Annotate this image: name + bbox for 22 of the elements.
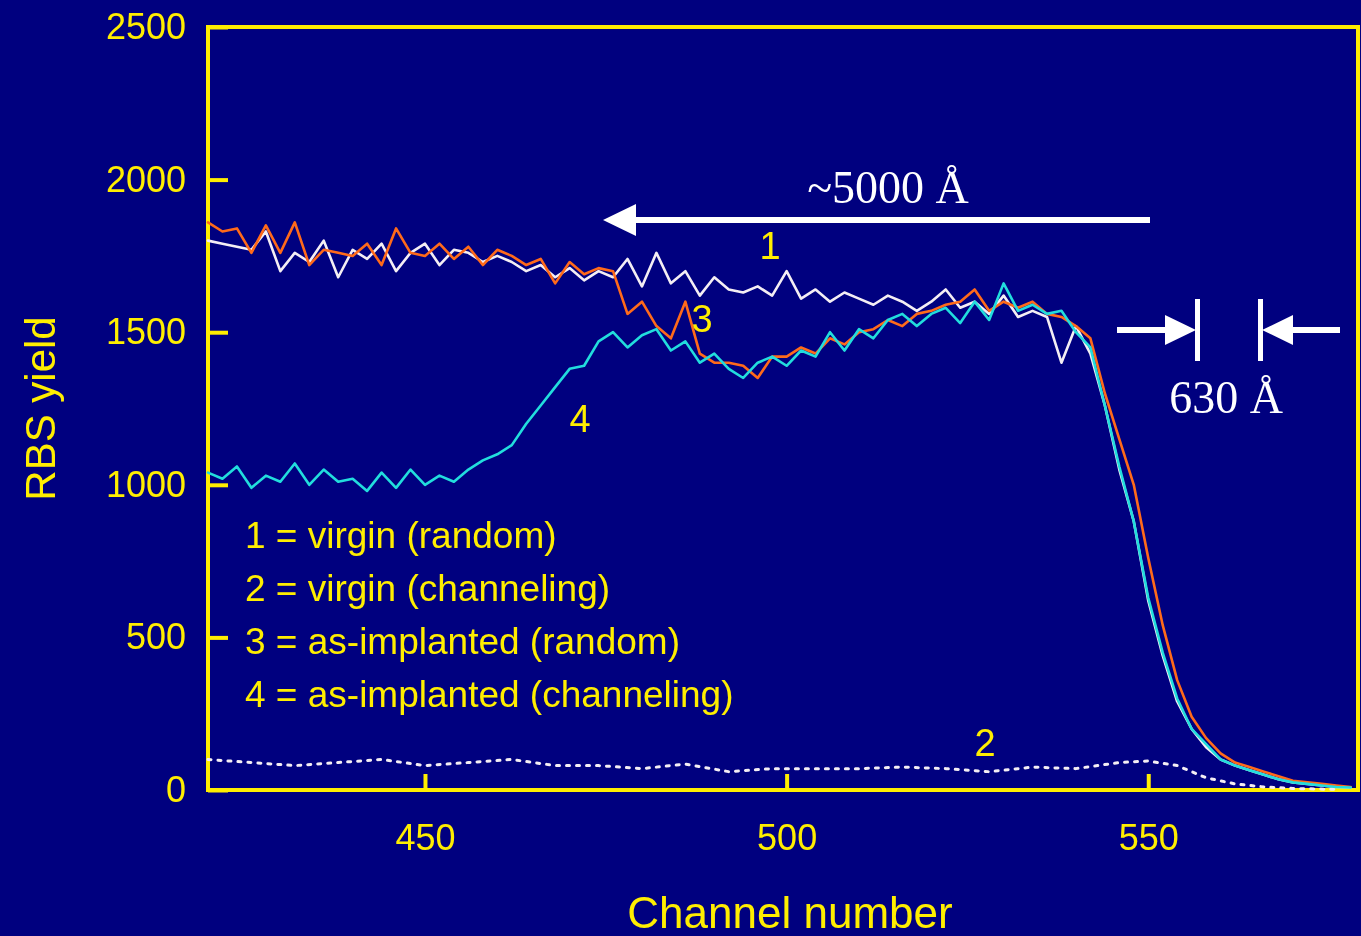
annotation: 2 (974, 722, 996, 764)
y-tick-label: 1000 (105, 463, 186, 505)
annotation: 4 (569, 398, 591, 440)
annotation: ~5000 Å (807, 162, 969, 213)
annotation: 2 = virgin (channeling) (245, 568, 611, 609)
x-tick-label: 500 (757, 816, 818, 858)
x-tick-label: 550 (1118, 816, 1179, 858)
annotation: 3 = as-implanted (random) (245, 621, 680, 662)
annotation: 1 (759, 225, 781, 267)
x-axis-title: Channel number (627, 888, 953, 936)
y-tick-label: 1500 (105, 311, 186, 353)
y-tick-label: 2500 (105, 6, 186, 48)
annotation: 3 (691, 298, 713, 340)
annotation: 1 = virgin (random) (245, 515, 557, 556)
y-tick-label: 0 (165, 769, 186, 811)
y-tick-label: 2000 (105, 158, 186, 200)
annotation: 4 = as-implanted (channeling) (245, 674, 734, 715)
annotation: 630 Å (1169, 372, 1283, 423)
y-tick-label: 500 (125, 616, 186, 658)
y-axis-title: RBS yield (17, 316, 64, 501)
x-tick-label: 450 (395, 816, 456, 858)
line-series (206, 757, 1338, 791)
